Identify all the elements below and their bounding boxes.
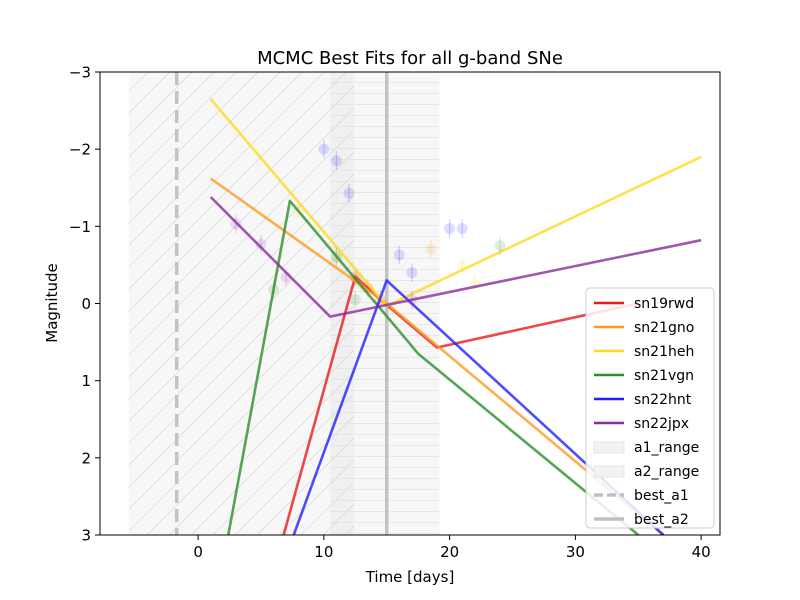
- x-tick-label: 10: [314, 543, 333, 561]
- data-point-sn22hnt: [406, 267, 418, 279]
- legend-item-a2_range: a2_range: [593, 464, 699, 480]
- legend-item-best_a2: best_a2: [594, 512, 689, 528]
- legend-item-best_a1: best_a1: [594, 488, 689, 504]
- x-axis: 0 10 20 30 40: [193, 535, 711, 561]
- data-point-sn22jpx: [230, 218, 242, 230]
- fit-line-sn21gno: [209, 177, 665, 535]
- fit-line-sn21vgn: [227, 199, 640, 535]
- legend-swatch: [593, 441, 625, 454]
- legend-label: sn21vgn: [634, 368, 694, 384]
- legend-item-sn22hnt: sn22hnt: [594, 392, 692, 408]
- legend-label: sn22hnt: [634, 392, 692, 408]
- data-point-sn22hnt: [393, 249, 405, 261]
- x-tick-label: 0: [193, 543, 203, 561]
- x-axis-label: Time [days]: [365, 568, 455, 586]
- x-tick-label: 40: [692, 543, 711, 561]
- legend-label: a1_range: [634, 440, 699, 456]
- legend-label: a2_range: [634, 464, 699, 480]
- x-tick-label: 20: [440, 543, 459, 561]
- legend: sn19rwd sn21gno sn21heh sn21vgn sn22hnt sn22j…: [585, 287, 715, 529]
- x-tick-label: 30: [566, 543, 585, 561]
- series-sn22hnt: [292, 139, 665, 535]
- legend-label: sn19rwd: [634, 296, 694, 312]
- data-point-sn22hnt: [330, 155, 342, 167]
- y-tick-label: 1: [81, 372, 91, 390]
- legend-item-a1_range: a1_range: [593, 440, 699, 456]
- data-point-sn21vgn: [494, 240, 506, 252]
- y-axis-label: Magnitude: [43, 263, 61, 342]
- legend-label: sn21heh: [634, 344, 694, 360]
- legend-label: sn22jpx: [634, 416, 689, 432]
- y-tick-label: −2: [69, 141, 91, 159]
- data-point-sn22hnt: [444, 223, 456, 235]
- legend-label: sn21gno: [634, 320, 694, 336]
- legend-item-sn19rwd: sn19rwd: [594, 296, 694, 312]
- y-tick-label: −1: [69, 218, 91, 236]
- data-point-sn21gno: [425, 243, 437, 255]
- series-sn21vgn: [227, 199, 640, 535]
- y-tick-label: 3: [81, 527, 91, 545]
- series-layer: [209, 98, 702, 535]
- legend-swatch: [593, 465, 625, 478]
- legend-label: best_a2: [634, 512, 689, 528]
- data-point-sn22jpx: [255, 238, 267, 250]
- data-point-sn22hnt: [343, 187, 355, 199]
- y-tick-label: 0: [81, 295, 91, 313]
- y-tick-label: 2: [81, 449, 91, 467]
- legend-item-sn21vgn: sn21vgn: [594, 368, 694, 384]
- legend-item-sn22jpx: sn22jpx: [594, 416, 689, 432]
- legend-item-sn21gno: sn21gno: [594, 320, 694, 336]
- data-point-sn22hnt: [456, 223, 468, 235]
- series-sn22jpx: [209, 196, 702, 318]
- legend-label: best_a1: [634, 488, 689, 504]
- chart-title: MCMC Best Fits for all g-band SNe: [257, 48, 563, 69]
- legend-item-sn21heh: sn21heh: [594, 344, 694, 360]
- data-point-sn21vgn: [349, 294, 361, 306]
- fit-line-sn22hnt: [292, 279, 665, 535]
- y-axis: −3 −2 −1 0 1 2 3: [69, 64, 100, 545]
- data-point-sn22hnt: [318, 143, 330, 155]
- y-tick-label: −3: [69, 64, 91, 82]
- fit-line-sn22jpx: [209, 196, 702, 318]
